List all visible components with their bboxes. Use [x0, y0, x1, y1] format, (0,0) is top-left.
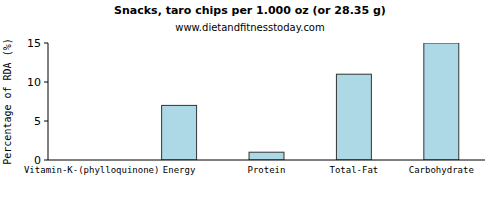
- y-tick-label: 15: [27, 37, 41, 50]
- y-tick-label: 10: [27, 76, 41, 89]
- x-tick-label: Vitamin-K-(phylloquinone): [24, 165, 159, 175]
- x-tick-label: Energy: [163, 165, 196, 175]
- x-tick-label: Carbohydrate: [409, 165, 474, 175]
- bar: [162, 105, 197, 160]
- x-axis: [48, 160, 485, 161]
- bars: [162, 43, 459, 160]
- chart: Snacks, taro chips per 1.000 oz (or 28.3…: [0, 0, 500, 200]
- y-tick: [44, 121, 48, 122]
- y-axis: [48, 43, 49, 160]
- y-tick: [44, 82, 48, 83]
- x-tick-label: Protein: [248, 165, 286, 175]
- bar: [249, 152, 284, 160]
- y-tick: [44, 43, 48, 44]
- y-tick: [44, 160, 48, 161]
- bar: [336, 74, 371, 160]
- bar: [424, 43, 459, 160]
- y-axis-label: Percentage of RDA (%): [2, 38, 13, 164]
- title: Snacks, taro chips per 1.000 oz (or 28.3…: [114, 4, 386, 17]
- subtitle: www.dietandfitnesstoday.com: [175, 22, 324, 33]
- y-tick-label: 5: [34, 115, 41, 128]
- x-tick-label: Total-Fat: [330, 165, 379, 175]
